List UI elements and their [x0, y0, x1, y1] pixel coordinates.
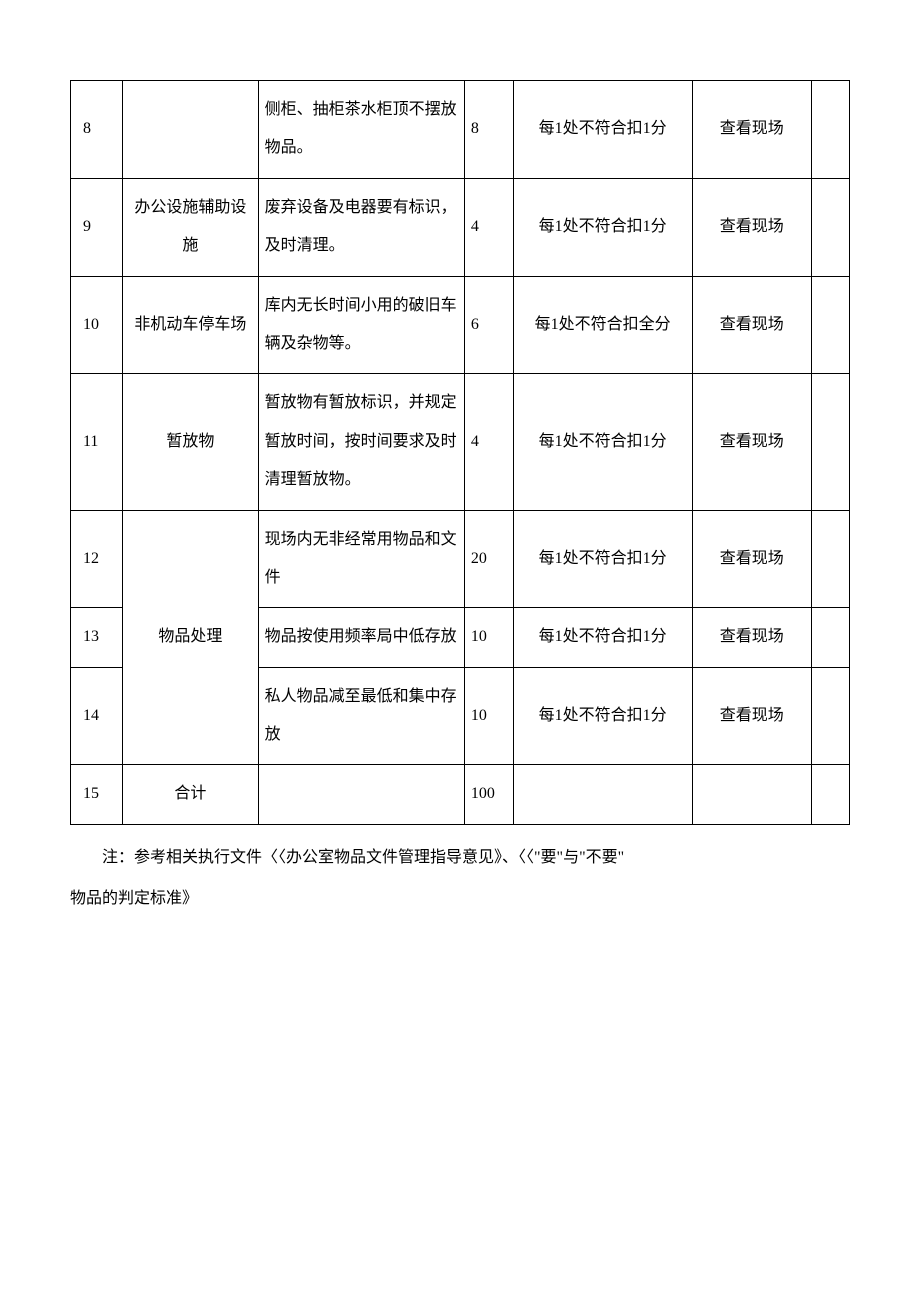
row-category: 非机动车停车场	[123, 276, 259, 374]
row-method: 查看现场	[692, 510, 811, 608]
row-deduction: 每1处不符合扣1分	[513, 81, 692, 179]
row-blank	[811, 667, 849, 765]
table-row-total: 15 合计 100	[71, 765, 850, 824]
row-description: 侧柜、抽柜茶水柜顶不摆放物品。	[258, 81, 464, 179]
row-method: 查看现场	[692, 81, 811, 179]
row-blank	[811, 510, 849, 608]
row-score: 6	[464, 276, 513, 374]
row-description: 私人物品减至最低和集中存放	[258, 667, 464, 765]
table-row: 12 物品处理 现场内无非经常用物品和文件 20 每1处不符合扣1分 查看现场	[71, 510, 850, 608]
row-blank	[811, 765, 849, 824]
row-method: 查看现场	[692, 178, 811, 276]
row-index: 13	[71, 608, 123, 667]
row-deduction: 每1处不符合扣1分	[513, 667, 692, 765]
table-row: 9 办公设施辅助设施 废弃设备及电器要有标识，及时清理。 4 每1处不符合扣1分…	[71, 178, 850, 276]
row-index: 10	[71, 276, 123, 374]
row-score: 4	[464, 178, 513, 276]
row-description: 物品按使用频率局中低存放	[258, 608, 464, 667]
row-category: 暂放物	[123, 374, 259, 510]
row-blank	[811, 608, 849, 667]
row-index: 9	[71, 178, 123, 276]
row-deduction: 每1处不符合扣1分	[513, 178, 692, 276]
row-blank	[811, 81, 849, 179]
row-score: 4	[464, 374, 513, 510]
row-deduction: 每1处不符合扣全分	[513, 276, 692, 374]
row-description: 暂放物有暂放标识，并规定暂放时间，按时间要求及时清理暂放物。	[258, 374, 464, 510]
table-row: 8 侧柜、抽柜茶水柜顶不摆放物品。 8 每1处不符合扣1分 查看现场	[71, 81, 850, 179]
row-index: 14	[71, 667, 123, 765]
row-deduction	[513, 765, 692, 824]
row-method: 查看现场	[692, 374, 811, 510]
row-index: 11	[71, 374, 123, 510]
table-row: 11 暂放物 暂放物有暂放标识，并规定暂放时间，按时间要求及时清理暂放物。 4 …	[71, 374, 850, 510]
row-description: 现场内无非经常用物品和文件	[258, 510, 464, 608]
row-method: 查看现场	[692, 667, 811, 765]
row-index: 15	[71, 765, 123, 824]
row-score: 10	[464, 608, 513, 667]
row-method: 查看现场	[692, 276, 811, 374]
row-deduction: 每1处不符合扣1分	[513, 374, 692, 510]
row-index: 8	[71, 81, 123, 179]
row-blank	[811, 178, 849, 276]
row-score: 8	[464, 81, 513, 179]
row-description: 库内无长时间小用的破旧车辆及杂物等。	[258, 276, 464, 374]
row-description: 废弃设备及电器要有标识，及时清理。	[258, 178, 464, 276]
footnote-line2: 物品的判定标准》	[70, 878, 850, 920]
row-deduction: 每1处不符合扣1分	[513, 510, 692, 608]
row-category-merged: 物品处理	[123, 510, 259, 765]
row-score: 10	[464, 667, 513, 765]
row-method: 查看现场	[692, 608, 811, 667]
row-blank	[811, 276, 849, 374]
row-category: 合计	[123, 765, 259, 824]
row-category: 办公设施辅助设施	[123, 178, 259, 276]
row-description	[258, 765, 464, 824]
row-deduction: 每1处不符合扣1分	[513, 608, 692, 667]
row-blank	[811, 374, 849, 510]
row-score: 100	[464, 765, 513, 824]
footnote-line1: 注：参考相关执行文件〈〈办公室物品文件管理指导意见》、〈〈"要"与"不要"	[70, 837, 850, 879]
row-method	[692, 765, 811, 824]
table-row: 10 非机动车停车场 库内无长时间小用的破旧车辆及杂物等。 6 每1处不符合扣全…	[71, 276, 850, 374]
row-score: 20	[464, 510, 513, 608]
row-index: 12	[71, 510, 123, 608]
row-category	[123, 81, 259, 179]
inspection-table: 8 侧柜、抽柜茶水柜顶不摆放物品。 8 每1处不符合扣1分 查看现场 9 办公设…	[70, 80, 850, 825]
